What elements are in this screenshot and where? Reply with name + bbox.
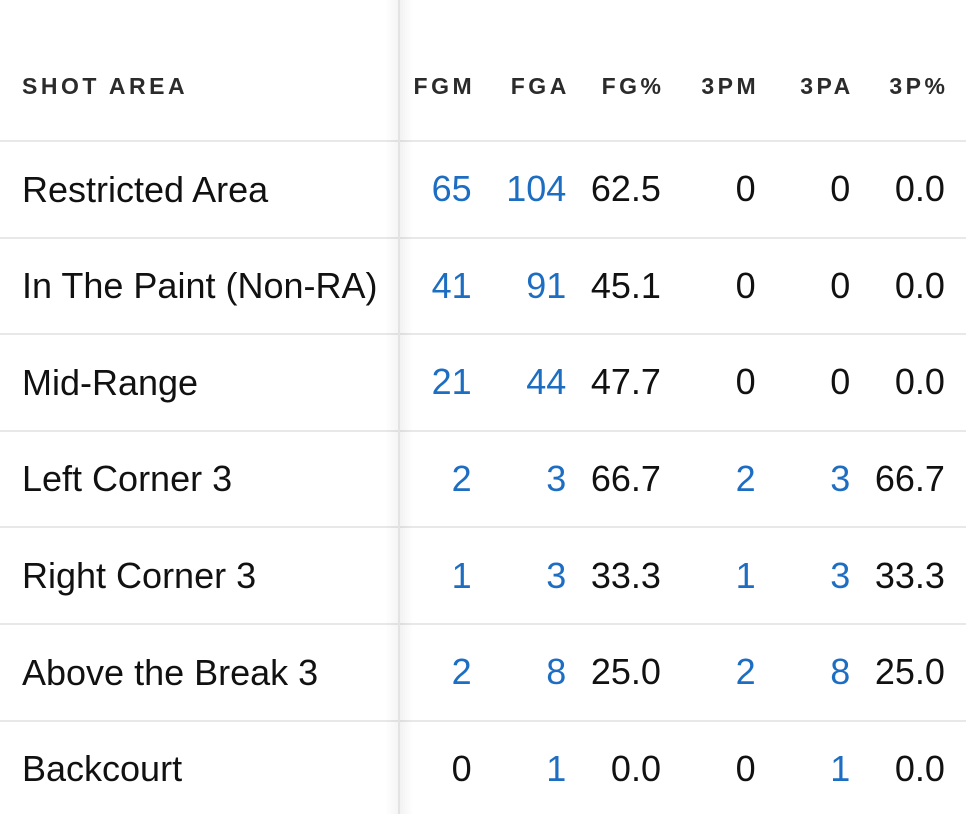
stat-value: 0 bbox=[735, 168, 756, 210]
column-header-fg-pct[interactable]: FG% bbox=[601, 72, 665, 99]
column-header-shot-area[interactable]: SHOT AREA bbox=[22, 72, 189, 99]
stat-value: 0 bbox=[830, 361, 851, 403]
shot-area-label: Mid-Range bbox=[22, 361, 199, 403]
sticky-column-shadow-left bbox=[385, 0, 398, 814]
table-row: Above the Break 3 2 8 25.0 2 8 25.0 bbox=[0, 622, 966, 720]
stat-value: 0 bbox=[451, 747, 472, 789]
stat-value: 91 bbox=[526, 264, 567, 306]
stat-value: 2 bbox=[735, 458, 756, 500]
stat-value: 3 bbox=[546, 458, 567, 500]
stat-value: 0 bbox=[735, 747, 756, 789]
stat-value: 0.0 bbox=[610, 747, 661, 789]
stat-value: 2 bbox=[451, 458, 472, 500]
stat-value: 3 bbox=[830, 458, 851, 500]
stat-value: 8 bbox=[546, 651, 567, 693]
stat-value: 1 bbox=[451, 554, 472, 596]
stat-value: 0.0 bbox=[894, 361, 945, 403]
sticky-column-shadow-right bbox=[400, 0, 413, 814]
table-row: Left Corner 3 2 3 66.7 2 3 66.7 bbox=[0, 429, 966, 527]
stat-value: 66.7 bbox=[874, 458, 945, 500]
table-header-row: SHOT AREA FGM FGA FG% 3PM 3PA 3P% bbox=[0, 0, 966, 140]
shot-area-label: Restricted Area bbox=[22, 168, 269, 210]
column-header-3pm[interactable]: 3PM bbox=[701, 72, 760, 99]
column-header-fgm[interactable]: FGM bbox=[413, 72, 476, 99]
stat-value: 2 bbox=[451, 651, 472, 693]
table-row: Right Corner 3 1 3 33.3 1 3 33.3 bbox=[0, 526, 966, 623]
shot-area-label: Backcourt bbox=[22, 748, 183, 790]
stat-value: 0.0 bbox=[894, 264, 945, 306]
table-row: Mid-Range 21 44 47.7 0 0 0.0 bbox=[0, 333, 966, 430]
stat-value: 8 bbox=[830, 651, 851, 693]
column-header-3p-pct[interactable]: 3P% bbox=[889, 72, 949, 99]
stat-value: 65 bbox=[431, 168, 472, 210]
stat-value: 47.7 bbox=[590, 361, 661, 403]
shot-area-label: Right Corner 3 bbox=[22, 554, 257, 596]
stat-value: 2 bbox=[735, 651, 756, 693]
shot-area-label: Above the Break 3 bbox=[22, 651, 319, 693]
stat-value: 66.7 bbox=[590, 458, 661, 500]
stat-value: 1 bbox=[546, 747, 567, 789]
stat-value: 3 bbox=[546, 554, 567, 596]
shot-area-label: Left Corner 3 bbox=[22, 458, 233, 500]
stat-value: 1 bbox=[830, 747, 851, 789]
stat-value: 62.5 bbox=[590, 168, 661, 210]
stat-value: 0 bbox=[830, 264, 851, 306]
sticky-column-divider bbox=[398, 0, 400, 814]
shot-area-label: In The Paint (Non-RA) bbox=[22, 265, 378, 307]
stat-value: 0.0 bbox=[894, 747, 945, 789]
stat-value: 1 bbox=[735, 554, 756, 596]
table-row: Backcourt 0 1 0.0 0 1 0.0 bbox=[0, 719, 966, 814]
stat-value: 25.0 bbox=[874, 651, 945, 693]
stat-value: 0 bbox=[735, 264, 756, 306]
stat-value: 33.3 bbox=[590, 554, 661, 596]
stat-value: 104 bbox=[506, 168, 567, 210]
stat-value: 41 bbox=[431, 264, 472, 306]
column-header-3pa[interactable]: 3PA bbox=[800, 72, 854, 99]
stat-value: 0.0 bbox=[894, 168, 945, 210]
stat-value: 0 bbox=[830, 168, 851, 210]
stat-value: 3 bbox=[830, 554, 851, 596]
table-row: Restricted Area 65 104 62.5 0 0 0.0 bbox=[0, 140, 966, 237]
stat-value: 0 bbox=[735, 361, 756, 403]
table-row: In The Paint (Non-RA) 41 91 45.1 0 0 0.0 bbox=[0, 236, 966, 334]
table-body: Restricted Area 65 104 62.5 0 0 0.0 In The Pain… bbox=[0, 140, 966, 814]
stat-value: 45.1 bbox=[590, 264, 661, 306]
stat-value: 21 bbox=[431, 361, 472, 403]
stat-value: 44 bbox=[526, 361, 567, 403]
stat-value: 33.3 bbox=[874, 554, 945, 596]
column-header-fga[interactable]: FGA bbox=[510, 72, 570, 99]
stat-value: 25.0 bbox=[590, 651, 661, 693]
